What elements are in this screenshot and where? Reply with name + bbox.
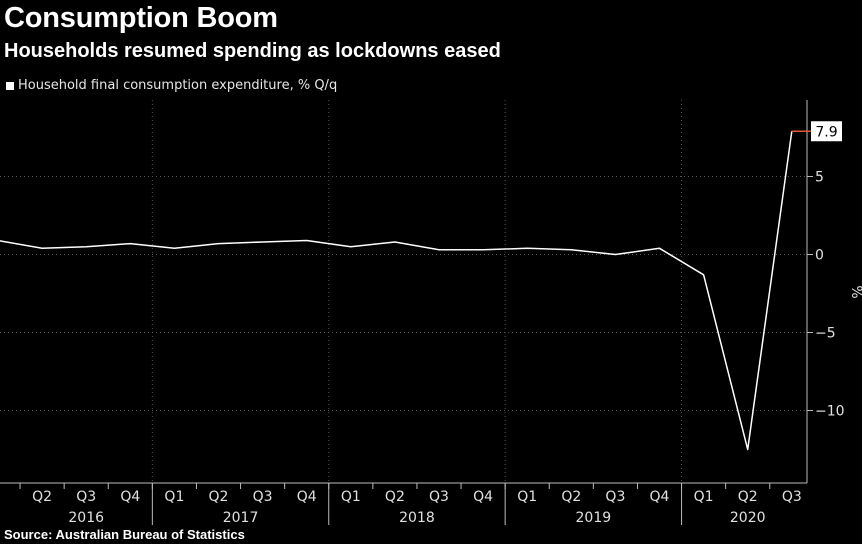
x-tick-label: Q3	[782, 489, 802, 505]
x-tick-label: Q2	[738, 489, 758, 505]
x-tick-label: Q3	[76, 489, 96, 505]
last-value-label: 7.9	[815, 124, 837, 140]
y-tick-label: 5	[815, 170, 824, 186]
x-tick-label: Q1	[694, 489, 714, 505]
x-tick-label: Q3	[253, 489, 273, 505]
source-note: Source: Australian Bureau of Statistics	[4, 527, 245, 542]
y-axis-label: %	[848, 285, 862, 298]
series-line	[0, 131, 793, 451]
x-tick-label: Q2	[209, 489, 229, 505]
x-tick-label: Q4	[473, 489, 493, 505]
y-tick-label: 0	[815, 248, 824, 264]
x-year-label: 2019	[576, 510, 612, 526]
x-tick-label: Q3	[605, 489, 625, 505]
x-tick-label: Q3	[429, 489, 449, 505]
chart-subtitle: Households resumed spending as lockdowns…	[4, 40, 501, 62]
legend: Household final consumption expenditure,…	[6, 78, 337, 93]
x-tick-label: Q4	[650, 489, 670, 505]
x-tick-label: Q2	[385, 489, 405, 505]
x-year-label: 2018	[399, 510, 435, 526]
x-tick-label: Q1	[164, 489, 184, 505]
x-year-label: 2016	[68, 510, 104, 526]
x-tick-label: Q1	[341, 489, 361, 505]
x-tick-label: Q1	[517, 489, 537, 505]
chart-title: Consumption Boom	[4, 2, 278, 34]
legend-swatch	[6, 81, 14, 90]
y-tick-label: −10	[815, 404, 845, 420]
x-tick-label: Q2	[561, 489, 581, 505]
x-year-label: 2017	[223, 510, 259, 526]
x-year-label: 2020	[730, 510, 766, 526]
y-tick-label: −5	[815, 326, 836, 342]
x-tick-label: Q4	[297, 489, 317, 505]
x-tick-label: Q2	[32, 489, 52, 505]
legend-label: Household final consumption expenditure,…	[18, 78, 338, 93]
last-value-box	[811, 121, 842, 142]
x-tick-label: Q4	[120, 489, 140, 505]
